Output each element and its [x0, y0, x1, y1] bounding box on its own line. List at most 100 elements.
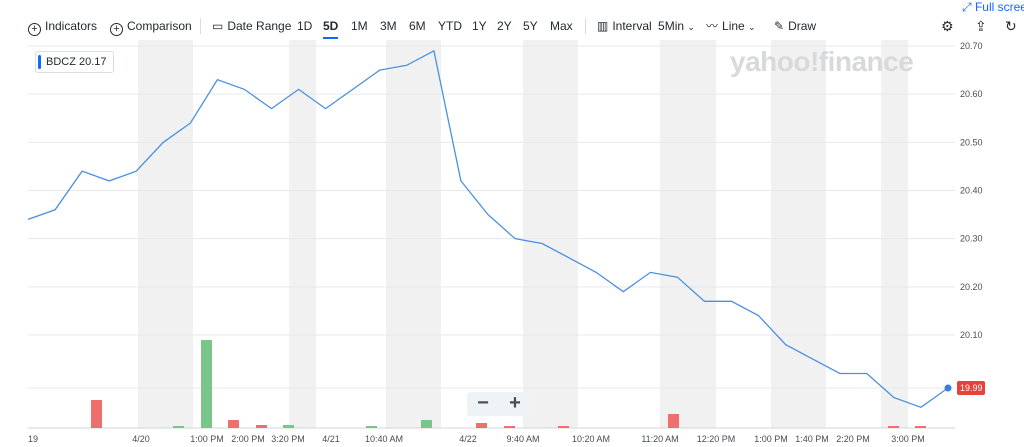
ticker-symbol: BDCZ [46, 56, 76, 68]
active-range-indicator [323, 37, 338, 39]
zoom-in-button[interactable]: + [509, 392, 521, 414]
volume-bar [668, 414, 679, 428]
x-tick-label: 1:00 PM [190, 434, 224, 444]
volume-bar [283, 425, 294, 428]
pencil-icon: ✎ [774, 19, 785, 33]
x-axis: 19 4/20 1:00 PM 2:00 PM 3:20 PM 4/21 10:40 AM 4… [28, 434, 925, 444]
comparison-button[interactable]: + Comparison [110, 18, 192, 36]
range-ytd[interactable]: YTD [438, 19, 462, 33]
reset-icon[interactable]: ↻ [1005, 18, 1017, 34]
date-range-button[interactable]: ▭ Date Range [212, 18, 291, 34]
last-price-tag [957, 381, 985, 395]
draw-label: Draw [788, 19, 817, 33]
volume-bar [201, 340, 212, 428]
session-band [881, 40, 908, 428]
session-band [660, 40, 716, 428]
y-tick-label: 20.30 [960, 234, 983, 244]
x-tick-label: 2:20 PM [836, 434, 870, 444]
chevron-down-icon: ⌄ [687, 22, 695, 32]
volume-bar [173, 426, 184, 428]
volume-bar [558, 426, 569, 428]
x-tick-label: 11:20 AM [641, 434, 678, 444]
volume-bar [888, 426, 899, 428]
ticker-badge: BDCZ 20.17 [35, 51, 114, 73]
range-2y[interactable]: 2Y [497, 19, 512, 33]
interval-icon: ▥ [597, 19, 609, 33]
line-chart-icon: 〰 [706, 19, 719, 33]
session-band [386, 40, 441, 428]
session-band [138, 40, 193, 428]
volume-bar [421, 420, 432, 428]
range-1m[interactable]: 1M [351, 19, 368, 33]
price-series-line [27, 49, 949, 409]
plus-circle-icon: + [110, 23, 123, 36]
interval-select[interactable]: ▥ Interval 5Min ⌄ [597, 18, 695, 35]
indicators-label: Indicators [45, 19, 98, 33]
range-1d[interactable]: 1D [297, 19, 313, 33]
x-tick-label: 2:00 PM [231, 434, 265, 444]
toolbar-divider [200, 18, 201, 34]
range-1y[interactable]: 1Y [472, 19, 487, 33]
volume-bar [366, 426, 377, 428]
share-icon[interactable]: ⇪ [975, 18, 987, 34]
volume-bar [915, 426, 926, 428]
zoom-controls: − + [467, 392, 531, 416]
session-band [523, 40, 578, 428]
last-price-label: 19.99 [960, 383, 983, 393]
range-5y[interactable]: 5Y [523, 19, 538, 33]
volume-bar [504, 426, 515, 428]
range-5d[interactable]: 5D [323, 19, 339, 33]
calendar-icon: ▭ [212, 19, 224, 33]
yahoo-finance-watermark: yahoo!finance [730, 46, 914, 77]
x-tick-label: 4/22 [459, 434, 477, 444]
range-max[interactable]: Max [550, 19, 573, 33]
indicators-button[interactable]: + Indicators [28, 18, 97, 36]
x-tick-label: 4/21 [322, 434, 340, 444]
date-range-label: Date Range [227, 19, 292, 33]
volume-bar [228, 420, 239, 428]
x-tick-label: 10:40 AM [365, 434, 403, 444]
y-tick-label: 20.20 [960, 282, 983, 292]
ticker-value: 20.17 [79, 56, 107, 68]
chart-type-label: Line [722, 19, 745, 33]
price-line [27, 49, 952, 409]
interval-value: 5Min [658, 19, 685, 33]
y-axis: 20.70 20.60 20.50 20.40 20.30 20.20 20.10 19.99… [957, 41, 985, 395]
zoom-out-button[interactable]: − [477, 392, 489, 414]
range-3m[interactable]: 3M [380, 19, 397, 33]
y-tick-label: 20.10 [960, 330, 983, 340]
x-tick-label: 10:20 AM [572, 434, 610, 444]
chart-type-select[interactable]: 〰 Line ⌄ [706, 18, 756, 35]
fullscreen-label: Full screen [974, 0, 1024, 14]
chart-toolbar: + Indicators + Comparison ▭ Date Range 1D 5… [0, 0, 1024, 40]
price-chart[interactable]: 20.70 20.60 20.50 20.40 20.30 20.20 20.10 19.99… [0, 40, 1024, 447]
volume-bars [91, 340, 926, 428]
session-shading [138, 40, 908, 428]
y-tick-label: 20.60 [960, 89, 983, 99]
volume-bar [256, 425, 267, 428]
gear-icon[interactable]: ⚙ [941, 18, 954, 34]
interval-label: Interval [612, 19, 652, 33]
volume-bar [476, 423, 487, 428]
last-price-dot [944, 384, 952, 392]
y-tick-label: 20.70 [960, 41, 983, 51]
x-tick-label: 1:40 PM [795, 434, 829, 444]
draw-button[interactable]: ✎ Draw [774, 18, 816, 34]
range-6m[interactable]: 6M [409, 19, 426, 33]
fullscreen-button[interactable]: ⤢ Full screen [962, 0, 1024, 15]
expand-icon: ⤢ [962, 0, 972, 14]
session-band [771, 40, 826, 428]
toolbar-divider [585, 18, 586, 34]
comparison-label: Comparison [127, 19, 192, 33]
y-tick-label: 20.50 [960, 137, 983, 147]
x-tick-label: 3:00 PM [891, 434, 925, 444]
session-band [289, 40, 316, 428]
chevron-down-icon: ⌄ [748, 22, 756, 32]
x-tick-label: 9:40 AM [506, 434, 539, 444]
plus-circle-icon: + [28, 23, 41, 36]
x-tick-label: 1:00 PM [754, 434, 788, 444]
y-tick-label: 20.40 [960, 186, 983, 196]
x-tick-label: 3:20 PM [271, 434, 305, 444]
x-tick-label: 19 [28, 434, 38, 444]
x-tick-label: 12:20 PM [697, 434, 736, 444]
